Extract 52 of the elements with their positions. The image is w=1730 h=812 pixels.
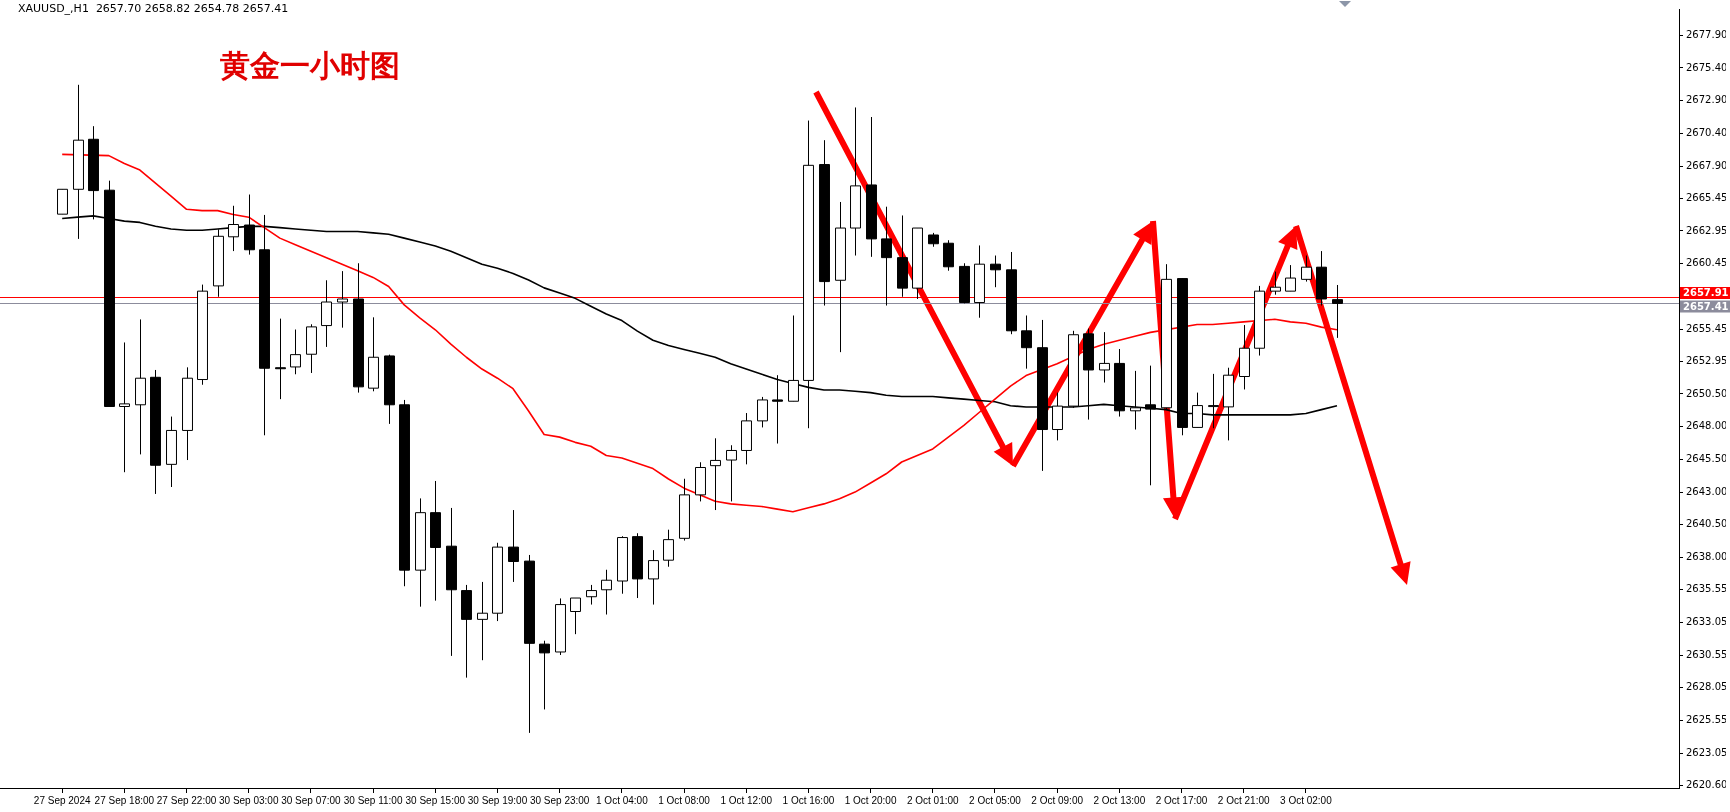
x-tick-label: 2 Oct 05:00 — [969, 794, 1022, 806]
x-tick-label: 3 Oct 02:00 — [1280, 794, 1333, 806]
candlestick — [119, 341, 130, 473]
x-tick-label: 30 Sep 23:00 — [529, 794, 590, 806]
x-tick-label: 30 Sep 11:00 — [343, 794, 403, 806]
y-tick-label: 2620.60 — [1686, 778, 1728, 790]
y-tick-label: 2633.05 — [1686, 615, 1728, 627]
y-tick-label: 2665.45 — [1686, 191, 1728, 203]
x-tick-label: 2 Oct 13:00 — [1093, 794, 1146, 806]
annotation: 黄金一小时图 — [220, 47, 400, 85]
y-tick-label: 2672.90 — [1686, 94, 1728, 106]
y-tick-label: 2677.90 — [1686, 28, 1728, 40]
x-tick-label: 2 Oct 01:00 — [906, 794, 960, 806]
x-tick-label: 27 Sep 22:00 — [156, 794, 217, 806]
y-tick-label: 2667.90 — [1686, 159, 1728, 171]
y-tick-label: 2652.95 — [1686, 355, 1728, 367]
x-tick-label: 1 Oct 20:00 — [844, 794, 897, 806]
x-tick-label: 30 Sep 03:00 — [218, 794, 279, 806]
x-tick-label: 1 Oct 04:00 — [596, 794, 649, 806]
ref-line-label: 2657.91 — [1683, 287, 1729, 298]
x-tick-label: 27 Sep 2024 — [33, 794, 91, 806]
y-tick-label: 2635.55 — [1686, 583, 1728, 595]
x-tick-label: 27 Sep 18:00 — [94, 794, 155, 806]
x-tick-label: 30 Sep 15:00 — [405, 794, 466, 806]
y-tick-label: 2655.45 — [1686, 322, 1728, 334]
candlestick — [726, 444, 737, 502]
x-tick-label: 30 Sep 19:00 — [467, 794, 528, 806]
y-tick-label: 2648.00 — [1686, 420, 1728, 432]
chart-title: XAUUSD_,H1 2657.70 2658.82 2654.78 2657.41 — [18, 2, 289, 15]
y-tick-label: 2628.05 — [1686, 681, 1728, 693]
y-tick-label: 2623.05 — [1686, 746, 1728, 758]
candlestick — [663, 529, 674, 568]
candlestick — [1332, 284, 1343, 339]
y-tick-label: 2638.00 — [1686, 551, 1728, 563]
y-tick-label: 2662.95 — [1686, 224, 1728, 236]
y-tick-label: 2660.45 — [1686, 257, 1728, 269]
x-tick-label: 2 Oct 09:00 — [1031, 794, 1084, 806]
x-tick-label: 2 Oct 17:00 — [1155, 794, 1208, 806]
x-tick-label: 1 Oct 08:00 — [658, 794, 711, 806]
y-tick-label: 2645.50 — [1686, 452, 1728, 464]
x-tick-label: 30 Sep 07:00 — [281, 794, 342, 806]
ref-line-label: 2657.41 — [1683, 300, 1729, 312]
y-tick-label: 2670.40 — [1686, 126, 1728, 138]
x-tick-label: 1 Oct 16:00 — [782, 794, 835, 806]
y-tick-label: 2650.50 — [1686, 387, 1728, 399]
y-tick-label: 2630.55 — [1686, 648, 1728, 660]
y-tick-label: 2643.00 — [1686, 485, 1728, 497]
y-tick-label: 2640.50 — [1686, 518, 1728, 530]
x-tick-label: 1 Oct 12:00 — [720, 794, 773, 806]
x-tick-label: 2 Oct 21:00 — [1217, 794, 1270, 806]
y-tick-label: 2625.55 — [1686, 714, 1728, 726]
y-tick-label: 2675.40 — [1686, 61, 1728, 73]
